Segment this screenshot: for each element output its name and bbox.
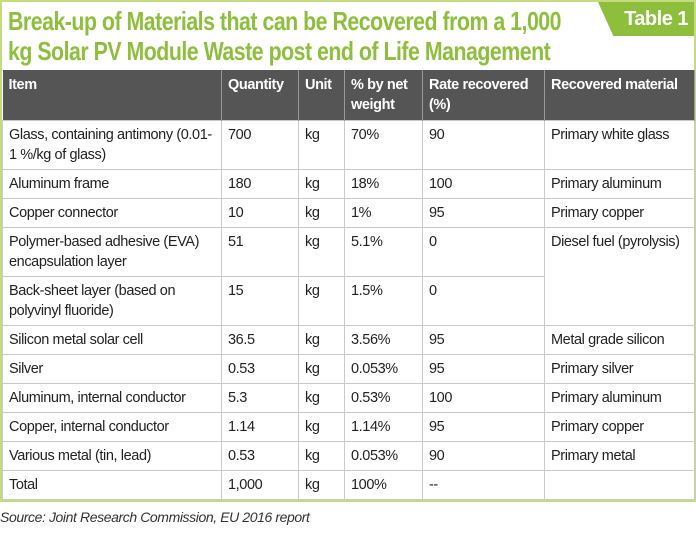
cell-quantity: 5.3: [221, 383, 299, 413]
cell-percent-by-weight: 5.1%: [344, 227, 423, 277]
table-row: Total 1,000 kg 100% --: [2, 470, 695, 500]
cell-recovered-material: Diesel fuel (pyrolysis): [544, 227, 695, 326]
table-row: Silicon metal solar cell 36.5 kg 3.56% 95 Met…: [2, 325, 695, 355]
cell-rate-recovered: 0: [422, 227, 545, 277]
cell-percent-by-weight: 1.14%: [344, 412, 423, 442]
cell-item: Copper, internal conductor: [2, 412, 222, 442]
title-area: Break-up of Materials that can be Recove…: [2, 2, 578, 70]
cell-item: Back-sheet layer (based on polyvinyl flu…: [2, 276, 222, 326]
cell-rate-recovered: 100: [422, 169, 545, 199]
cell-quantity: 10: [221, 198, 299, 228]
column-header-item: Item: [2, 70, 222, 121]
cell-rate-recovered: 90: [422, 120, 545, 170]
cell-recovered-material: [544, 470, 695, 500]
cell-recovered-material: Primary copper: [544, 198, 695, 228]
cell-recovered-material: Metal grade silicon: [544, 325, 695, 355]
column-header-unit: Unit: [298, 70, 345, 121]
cell-rate-recovered: --: [422, 470, 545, 500]
cell-percent-by-weight: 18%: [344, 169, 423, 199]
column-header-recovered-material: Recovered material: [544, 70, 695, 121]
cell-item: Polymer-based adhesive (EVA) encapsulati…: [2, 227, 222, 277]
cell-rate-recovered: 95: [422, 354, 545, 384]
cell-unit: kg: [298, 470, 345, 500]
cell-percent-by-weight: 1.5%: [344, 276, 423, 326]
cell-percent-by-weight: 3.56%: [344, 325, 423, 355]
cell-unit: kg: [298, 325, 345, 355]
cell-quantity: 15: [221, 276, 299, 326]
table-row: Various metal (tin, lead) 0.53 kg 0.053% 90 P…: [2, 441, 695, 471]
column-header-quantity: Quantity: [221, 70, 299, 121]
cell-item: Silicon metal solar cell: [2, 325, 222, 355]
cell-rate-recovered: 90: [422, 441, 545, 471]
table-row: Copper connector 10 kg 1% 95 Primary copper: [2, 198, 695, 228]
cell-rate-recovered: 95: [422, 325, 545, 355]
table-row: Silver 0.53 kg 0.053% 95 Primary silver: [2, 354, 695, 384]
cell-unit: kg: [298, 169, 345, 199]
cell-quantity: 0.53: [221, 441, 299, 471]
cell-quantity: 1.14: [221, 412, 299, 442]
table-row: Aluminum frame 180 kg 18% 100 Primary aluminu…: [2, 169, 695, 199]
cell-item: Aluminum, internal conductor: [2, 383, 222, 413]
cell-item: Copper connector: [2, 198, 222, 228]
materials-table: Item Quantity Unit% by net weight Rate reco…: [2, 70, 695, 500]
table-row: Back-sheet layer (based on polyvinyl flu…: [2, 276, 695, 326]
cell-unit: kg: [298, 354, 345, 384]
cell-recovered-material: Primary white glass: [544, 120, 695, 170]
cell-item: Total: [2, 470, 222, 500]
cell-quantity: 700: [221, 120, 299, 170]
cell-unit: kg: [298, 120, 345, 170]
cell-recovered-material: Primary aluminum: [544, 169, 695, 199]
column-header-rate-recovered: Rate recovered (%): [422, 70, 545, 121]
table-frame: Break-up of Materials that can be Recove…: [0, 0, 696, 502]
cell-item: Glass, containing antimony (0.01-1 %/kg …: [2, 120, 222, 170]
cell-unit: kg: [298, 276, 345, 326]
cell-unit: kg: [298, 198, 345, 228]
source-note: Source: Joint Research Commission, EU 20…: [0, 509, 310, 525]
cell-rate-recovered: 100: [422, 383, 545, 413]
cell-percent-by-weight: 70%: [344, 120, 423, 170]
cell-recovered-material: Primary silver: [544, 354, 695, 384]
cell-rate-recovered: 95: [422, 412, 545, 442]
cell-percent-by-weight: 0.53%: [344, 383, 423, 413]
cell-item: Silver: [2, 354, 222, 384]
cell-percent-by-weight: 1%: [344, 198, 423, 228]
table-row: Copper, internal conductor 1.14 kg 1.14% 95 P…: [2, 412, 695, 442]
table-number-tag: Table 1: [598, 2, 694, 36]
cell-quantity: 0.53: [221, 354, 299, 384]
column-header-percent-by-weight: % by net weight: [344, 70, 423, 121]
table-title: Break-up of Materials that can be Recove…: [8, 6, 562, 66]
cell-item: Various metal (tin, lead): [2, 441, 222, 471]
cell-recovered-material: Primary copper: [544, 412, 695, 442]
cell-unit: kg: [298, 383, 345, 413]
cell-unit: kg: [298, 412, 345, 442]
header-row: Item Quantity Unit% by net weight Rate reco…: [2, 70, 695, 121]
cell-rate-recovered: 95: [422, 198, 545, 228]
cell-quantity: 1,000: [221, 470, 299, 500]
cell-percent-by-weight: 0.053%: [344, 441, 423, 471]
cell-percent-by-weight: 0.053%: [344, 354, 423, 384]
cell-quantity: 36.5: [221, 325, 299, 355]
cell-recovered-material: Primary aluminum: [544, 383, 695, 413]
cell-unit: kg: [298, 441, 345, 471]
table-row: Polymer-based adhesive (EVA) encapsulati…: [2, 227, 695, 326]
table-row: Aluminum, internal conductor 5.3 kg 0.53% 10…: [2, 383, 695, 413]
cell-recovered-material: Primary metal: [544, 441, 695, 471]
cell-quantity: 180: [221, 169, 299, 199]
cell-item: Aluminum frame: [2, 169, 222, 199]
cell-percent-by-weight: 100%: [344, 470, 423, 500]
cell-quantity: 51: [221, 227, 299, 277]
cell-unit: kg: [298, 227, 345, 277]
cell-rate-recovered: 0: [422, 276, 545, 326]
table-row: Glass, containing antimony (0.01-1 %/kg …: [2, 120, 695, 170]
